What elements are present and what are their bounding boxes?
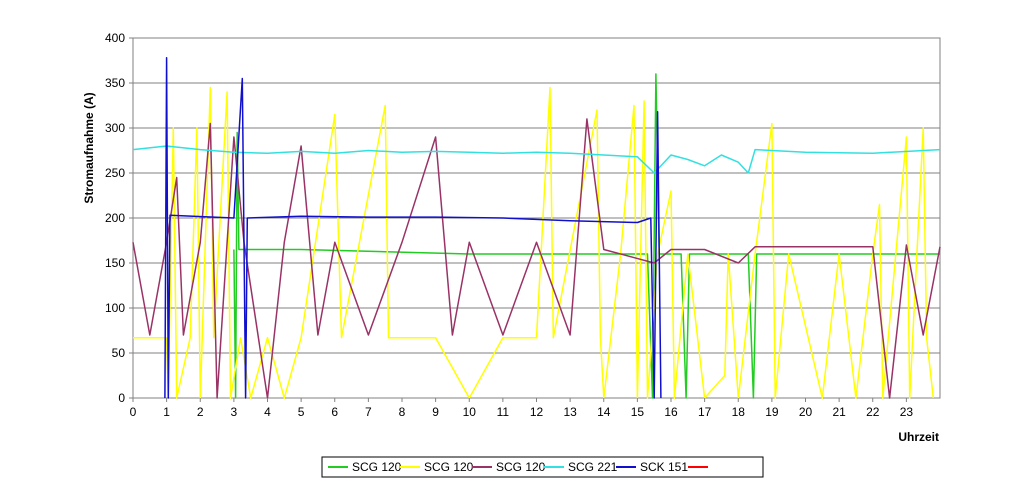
x-tick-label: 10	[463, 405, 477, 419]
x-tick-label: 16	[664, 405, 678, 419]
legend-label: SCK 151	[640, 460, 688, 474]
x-tick-label: 9	[432, 405, 439, 419]
x-tick-label: 12	[530, 405, 544, 419]
x-tick-label: 1	[163, 405, 170, 419]
legend-label: SCG 120	[352, 460, 402, 474]
x-tick-label: 14	[597, 405, 611, 419]
x-tick-label: 17	[698, 405, 712, 419]
x-tick-label: 18	[732, 405, 746, 419]
series-line-5	[164, 57, 662, 399]
x-tick-label: 22	[866, 405, 880, 419]
x-tick-label: 3	[231, 405, 238, 419]
x-tick-label: 15	[631, 405, 645, 419]
legend-items: SCG 120 SCG 120 SCG 120 SCG 221 SCK 151	[328, 460, 708, 474]
legend: SCG 120 SCG 120 SCG 120 SCG 221 SCK 151	[321, 456, 764, 478]
y-tick-label: 350	[105, 76, 125, 90]
x-tick-label: 23	[900, 405, 914, 419]
y-tick-label: 400	[105, 31, 125, 45]
x-tick-label: 5	[298, 405, 305, 419]
x-tick-label: 8	[399, 405, 406, 419]
x-tick-label: 7	[365, 405, 372, 419]
x-tick-label: 13	[563, 405, 577, 419]
y-tick-label: 300	[105, 121, 125, 135]
x-tick-label: 11	[497, 405, 510, 419]
y-tick-label: 250	[105, 166, 125, 180]
y-tick-label: 0	[118, 391, 125, 405]
y-tick-label: 100	[105, 301, 125, 315]
y-tick-label: 200	[105, 211, 125, 225]
series-line-4	[132, 145, 941, 174]
series-line-2	[133, 86, 935, 399]
x-tick-label: 19	[765, 405, 779, 419]
x-tick-label: 6	[331, 405, 338, 419]
x-tick-label: 0	[130, 405, 137, 419]
x-tick-label: 21	[832, 405, 846, 419]
y-axis-ticks: 0 50 100 150 200 250 300 350 400	[105, 31, 133, 405]
series-group	[132, 57, 941, 399]
y-axis-title: Stromaufnahme (A)	[82, 92, 96, 203]
grid-lines	[133, 82, 940, 354]
x-tick-label: 4	[264, 405, 271, 419]
x-tick-label: 2	[197, 405, 204, 419]
x-tick-label: 20	[799, 405, 813, 419]
y-tick-label: 50	[112, 346, 126, 360]
series-line-3	[132, 118, 941, 399]
legend-label: SCG 120	[424, 460, 474, 474]
legend-label: SCG 120	[496, 460, 546, 474]
legend-box	[321, 456, 764, 478]
x-axis-title: Uhrzeit	[898, 430, 939, 444]
x-axis-ticks: 0 1 2 3 4 5 6 7 8 9 10 11 12 13 14 15 16 17 18 19 20 21 22 23	[130, 398, 914, 419]
legend-label: SCG 221	[568, 460, 618, 474]
y-tick-label: 150	[105, 256, 125, 270]
